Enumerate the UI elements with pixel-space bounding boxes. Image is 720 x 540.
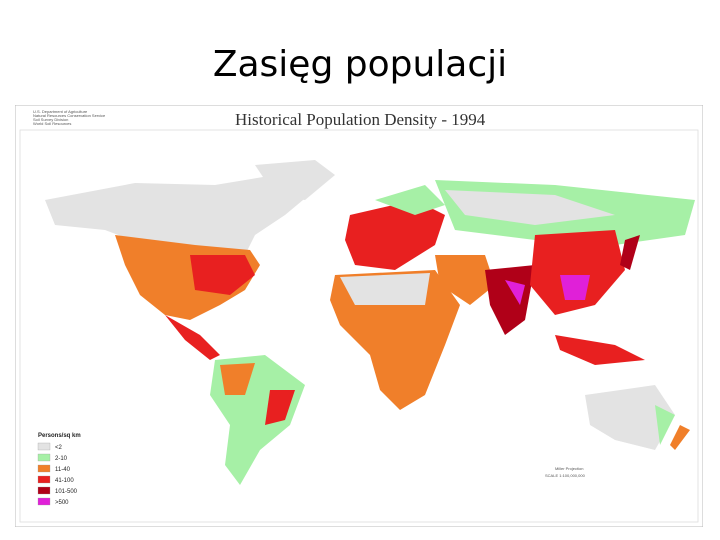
legend-swatch bbox=[37, 442, 51, 451]
legend-title: Persons/sq km bbox=[38, 433, 81, 439]
legend-swatch bbox=[37, 453, 51, 462]
legend-swatch bbox=[37, 475, 51, 484]
sahara bbox=[340, 273, 430, 305]
agency-line: World Soil Resources bbox=[33, 121, 71, 126]
south-america-north bbox=[220, 363, 255, 395]
legend-label: <2 bbox=[55, 445, 63, 451]
china bbox=[530, 230, 625, 315]
europe bbox=[345, 200, 445, 270]
australia bbox=[585, 385, 675, 450]
legend-label: 2-10 bbox=[55, 456, 68, 462]
siberia bbox=[445, 190, 615, 225]
legend-label: 101-500 bbox=[55, 489, 78, 495]
legend-label: >500 bbox=[55, 500, 69, 506]
middle-east bbox=[435, 255, 495, 305]
japan bbox=[620, 235, 640, 270]
australia-east bbox=[655, 405, 675, 445]
india bbox=[485, 265, 535, 335]
scandinavia bbox=[375, 185, 445, 215]
greenland bbox=[255, 160, 335, 200]
legend-swatch bbox=[37, 497, 51, 506]
us-east bbox=[190, 255, 255, 295]
agency-line: Soil Survey Division bbox=[33, 117, 68, 122]
central-america bbox=[165, 315, 220, 360]
map-title: Historical Population Density - 1994 bbox=[235, 110, 486, 129]
east-china bbox=[560, 275, 590, 300]
agency-line: U.S. Department of Agriculture bbox=[33, 109, 88, 114]
agency-line: Natural Resources Conservation Service bbox=[33, 113, 106, 118]
north-america-north bbox=[45, 175, 315, 265]
legend-label: 11-40 bbox=[55, 467, 71, 473]
legend-swatch bbox=[37, 486, 51, 495]
legend-label: 41-100 bbox=[55, 478, 74, 484]
slide-title: Zasięg populacji bbox=[212, 44, 508, 85]
scale: SCALE 1:100,000,000 bbox=[545, 473, 586, 478]
projection: Miller Projection bbox=[555, 466, 583, 471]
map: U.S. Department of Agriculture Natural R… bbox=[15, 105, 703, 527]
ganges bbox=[505, 280, 525, 305]
continents bbox=[45, 160, 695, 485]
indonesia bbox=[555, 335, 645, 365]
legend-swatch bbox=[37, 464, 51, 473]
legend: Persons/sq km <2 2-10 11-40 41-100 101-500 >5… bbox=[37, 433, 81, 506]
new-zealand bbox=[670, 425, 690, 450]
brazil-coast bbox=[265, 390, 295, 425]
